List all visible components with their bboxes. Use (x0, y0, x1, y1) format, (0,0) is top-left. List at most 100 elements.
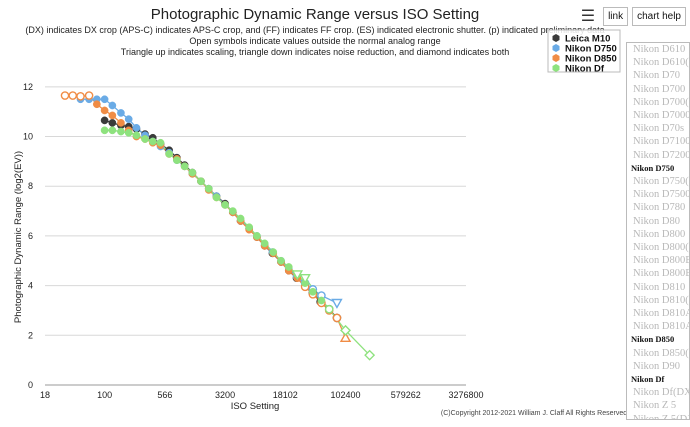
camera-list-item[interactable]: Nikon D810A (633, 308, 690, 320)
legend-swatch (552, 44, 560, 52)
camera-list-item[interactable]: Nikon D850(DX) (633, 347, 689, 359)
data-point (324, 304, 334, 314)
y-tick-label: 2 (28, 330, 33, 340)
camera-list-item[interactable]: Nikon D750(DX) (633, 176, 689, 188)
x-tick-label: 3276800 (448, 390, 483, 400)
camera-list-item[interactable]: Nikon Z 5(DX) (633, 413, 689, 420)
camera-list-item[interactable]: Nikon D7000 (633, 110, 690, 122)
camera-list-item[interactable]: Nikon D610(DX) (633, 57, 689, 69)
data-point (197, 177, 205, 186)
camera-list-item[interactable]: Nikon D800(DX) (633, 242, 689, 254)
data-point (117, 109, 125, 117)
legend-label: Nikon D750 (565, 44, 617, 55)
legend-swatch (552, 64, 560, 72)
x-tick-label: 566 (157, 390, 172, 400)
data-point (108, 111, 117, 120)
y-axis-ticks: 0 2 4 6 8 10 12 (23, 82, 33, 390)
data-point (277, 256, 285, 265)
camera-list-item[interactable]: Nikon Z 5 (633, 400, 677, 412)
data-point (269, 248, 278, 256)
data-point (165, 150, 173, 158)
camera-list-item[interactable]: Nikon D7200 (633, 149, 690, 161)
x-tick-label: 3200 (215, 390, 235, 400)
data-point (317, 296, 326, 305)
camera-list-item[interactable]: Nikon D70 (633, 70, 680, 82)
camera-list-item[interactable]: Nikon D7500 (633, 189, 690, 201)
series-lines (64, 94, 371, 356)
legend-swatch (552, 54, 560, 62)
copyright-text: (C)Copyright 2012-2021 William J. Claff … (441, 410, 629, 417)
x-tick-label: 18102 (273, 390, 298, 400)
chart-title: Photographic Dynamic Range versus ISO Se… (151, 6, 480, 23)
data-point (245, 223, 254, 232)
camera-list-item[interactable]: Nikon Df(DX) (633, 387, 690, 399)
data-point (132, 131, 141, 140)
x-tick-label: 102400 (331, 390, 361, 400)
data-point (204, 184, 213, 193)
camera-list-item[interactable]: Nikon D800 (633, 228, 686, 240)
data-point (141, 135, 149, 143)
data-point (100, 116, 109, 125)
camera-list-item[interactable]: Nikon D70s (633, 123, 685, 135)
link-button[interactable]: link (603, 6, 629, 26)
data-point (364, 349, 376, 361)
legend-box (547, 29, 621, 73)
series-line (104, 129, 371, 356)
data-point (291, 270, 304, 281)
camera-list-item[interactable]: Nikon D90 (633, 360, 680, 372)
data-point (221, 201, 229, 209)
data-point (108, 119, 117, 127)
data-point (100, 95, 109, 104)
data-point (253, 232, 261, 240)
legend-label: Nikon Df (565, 64, 605, 75)
camera-list-item[interactable]: Nikon D780 (633, 202, 686, 214)
data-point (260, 239, 269, 248)
data-point (124, 128, 133, 137)
data-point (108, 101, 117, 110)
camera-list-item[interactable]: Nikon D700(DX) (633, 96, 689, 108)
camera-list-item[interactable]: Nikon D810 (633, 281, 686, 293)
hamburger-menu-icon[interactable]: ☰ (580, 8, 596, 25)
camera-list-item[interactable]: Nikon D800E(DX) (633, 268, 689, 280)
data-point (332, 313, 342, 323)
data-point (156, 138, 165, 147)
x-tick-label: 579262 (391, 390, 421, 400)
camera-list-item[interactable]: Nikon D700 (633, 83, 686, 95)
chart-help-button[interactable]: chart help (632, 6, 686, 26)
y-tick-label: 12 (23, 82, 33, 92)
data-point (76, 91, 85, 101)
camera-list-item[interactable]: Nikon D80 (633, 215, 680, 227)
data-point (92, 100, 101, 109)
camera-list-group[interactable]: Nikon Df (631, 374, 665, 385)
x-axis-label: ISO Setting (231, 401, 280, 412)
y-tick-label: 4 (28, 281, 33, 291)
y-axis-label: Photographic Dynamic Range (log2(EV)) (13, 151, 24, 323)
data-point (309, 287, 317, 296)
data-point (84, 91, 94, 100)
legend-swatch (552, 34, 560, 42)
camera-list-group[interactable]: Nikon D850 (631, 334, 675, 345)
data-point (180, 162, 189, 171)
data-point (68, 91, 78, 100)
series-markers (60, 91, 376, 361)
camera-list-group[interactable]: Nikon D750 (631, 162, 675, 173)
camera-list-item[interactable]: Nikon D800E (633, 255, 690, 267)
data-point (188, 168, 197, 177)
data-point (124, 115, 133, 123)
data-point (132, 123, 141, 132)
data-point (339, 331, 352, 342)
camera-list-item[interactable]: Nikon D7100 (633, 136, 690, 148)
legend-label: Nikon D850 (565, 54, 617, 65)
grid-lines (45, 86, 466, 386)
camera-list-item[interactable]: Nikon D810A(DX) (633, 321, 689, 333)
y-tick-label: 10 (23, 132, 33, 142)
camera-list-item[interactable]: Nikon D610 (633, 44, 686, 55)
chart-subtitle-line-3: Triangle up indicates scaling, triangle … (121, 47, 509, 57)
y-tick-label: 6 (28, 231, 33, 241)
x-tick-label: 18 (40, 390, 50, 400)
y-tick-label: 0 (28, 380, 33, 390)
data-point (284, 263, 293, 271)
camera-list-item[interactable]: Nikon D810(DX) (633, 294, 689, 306)
